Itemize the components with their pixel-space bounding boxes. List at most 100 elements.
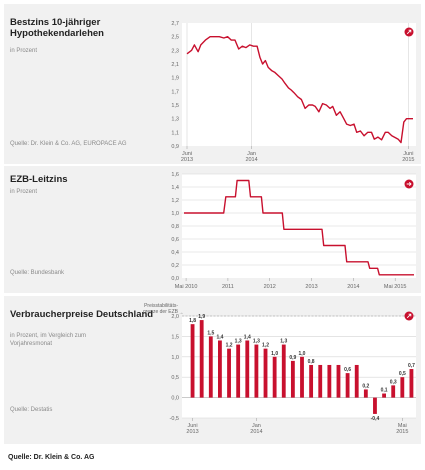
panel-consumer-prices: Verbraucherpreise Deutschland in Prozent… bbox=[4, 296, 421, 444]
panel-mortgage-rate: Bestzins 10-jähriger Hypothekendarlehen … bbox=[4, 4, 421, 164]
reference-arrow: → bbox=[179, 310, 184, 316]
x-tick-label: 2015 bbox=[402, 157, 414, 163]
x-tick-label: Mai 2015 bbox=[384, 284, 407, 290]
bar-value-label: 1,5 bbox=[207, 330, 214, 336]
y-tick-label: 1,1 bbox=[171, 130, 179, 136]
bar-value-label: 0,3 bbox=[390, 379, 397, 385]
bar bbox=[373, 397, 377, 414]
bar bbox=[199, 320, 204, 398]
footer-source: Quelle: Dr. Klein & Co. AG bbox=[8, 454, 95, 461]
y-tick-label: 2,1 bbox=[171, 62, 179, 68]
panel-source: Quelle: Bundesbank bbox=[10, 270, 65, 276]
x-tick-label: 2013 bbox=[186, 429, 198, 435]
panel-ecb-rate: EZB-Leitzins in Prozent Quelle: Bundesba… bbox=[4, 166, 421, 293]
panel-subtitle: in Prozent bbox=[10, 189, 38, 195]
y-tick-label: -0,5 bbox=[170, 416, 179, 422]
reference-label: grenze der EZB bbox=[143, 309, 179, 315]
arrow-diagonal-icon[interactable] bbox=[404, 27, 414, 37]
y-tick-label: 1,4 bbox=[171, 185, 179, 191]
x-tick-label: 2014 bbox=[245, 157, 257, 163]
y-tick-label: 0,4 bbox=[171, 250, 179, 256]
plot-area bbox=[182, 23, 416, 146]
panel-title: EZB-Leitzins bbox=[10, 174, 68, 185]
bar bbox=[409, 369, 414, 398]
panel-title: Bestzins 10-jähriger Hypothekendarlehen bbox=[10, 17, 104, 39]
y-tick-label: 0,8 bbox=[171, 224, 179, 230]
y-tick-label: 1,0 bbox=[171, 211, 179, 217]
y-tick-label: 2,7 bbox=[171, 21, 179, 27]
y-tick-label: 1,5 bbox=[171, 103, 179, 109]
bar-value-label: 0,5 bbox=[399, 371, 406, 377]
y-tick-label: 0,9 bbox=[171, 144, 179, 150]
bar-value-label: -0,4 bbox=[371, 416, 380, 422]
bar-value-label: 0,2 bbox=[362, 383, 369, 389]
bar bbox=[236, 344, 241, 398]
y-tick-label: 1,7 bbox=[171, 89, 179, 95]
bar bbox=[245, 340, 250, 398]
panel-subtitle: in Prozent, im Vergleich zum Vorjahresmo… bbox=[10, 333, 87, 347]
bar bbox=[208, 336, 213, 398]
reference-label: Preisstabilitäts- bbox=[144, 303, 178, 309]
bar-value-label: 1,4 bbox=[244, 334, 251, 340]
mortgage-rate-line bbox=[186, 36, 413, 144]
panel-title: Verbraucherpreise Deutschland bbox=[10, 309, 154, 320]
bar bbox=[354, 364, 359, 398]
x-tick-label: 2011 bbox=[222, 284, 234, 290]
panel-source: Quelle: Destatis bbox=[10, 407, 53, 413]
bar-value-label: 0,7 bbox=[408, 363, 415, 369]
x-tick-label: Mai bbox=[398, 423, 407, 429]
x-tick-label: Mai 2010 bbox=[175, 284, 198, 290]
y-tick-label: 2,5 bbox=[171, 35, 179, 41]
bar-value-label: 0,8 bbox=[308, 359, 315, 365]
bar bbox=[263, 348, 268, 398]
bar bbox=[363, 389, 368, 398]
x-tick-label: 2014 bbox=[250, 429, 262, 435]
y-tick-label: 0,2 bbox=[171, 263, 179, 269]
bar bbox=[218, 340, 222, 398]
bar bbox=[309, 364, 314, 398]
bar-value-label: 0,1 bbox=[381, 388, 388, 394]
x-tick-label: 2013 bbox=[305, 284, 317, 290]
bar-value-label: 1,3 bbox=[235, 339, 242, 345]
x-tick-label: 2015 bbox=[396, 429, 408, 435]
y-tick-label: 0,5 bbox=[171, 375, 179, 381]
bar bbox=[190, 324, 195, 398]
bar-value-label: 0,9 bbox=[289, 355, 296, 361]
consumer-prices-chart: -0,5 0,0 0,5 1,0 1,5 2,0 Preisstabilitäts-gren… bbox=[143, 303, 416, 435]
bar bbox=[318, 364, 323, 398]
y-tick-label: 1,2 bbox=[171, 198, 179, 204]
x-tick-label: Juni bbox=[182, 151, 192, 157]
y-tick-label: 1,9 bbox=[171, 76, 179, 82]
bar bbox=[382, 393, 386, 398]
bar-value-label: 1,3 bbox=[280, 339, 287, 345]
y-tick-label: 1,6 bbox=[171, 172, 179, 178]
bar bbox=[254, 344, 259, 398]
bar-value-label: 1,0 bbox=[271, 351, 278, 357]
x-tick-label: Juni bbox=[188, 423, 198, 429]
arrow-diagonal-icon[interactable] bbox=[404, 311, 414, 321]
y-tick-label: 0,0 bbox=[171, 396, 179, 402]
panel-source: Quelle: Dr. Klein & Co. AG, EUROPACE AG bbox=[10, 141, 127, 147]
bar bbox=[227, 348, 231, 398]
y-tick-label: 0,6 bbox=[171, 237, 179, 243]
plot-area bbox=[182, 316, 416, 418]
ecb-rate-chart: 0,0 0,2 0,4 0,6 0,8 1,0 1,2 1,4 1,6 Mai 2010 2011 2… bbox=[171, 172, 416, 290]
bar bbox=[345, 373, 350, 398]
x-tick-label: 2014 bbox=[347, 284, 359, 290]
y-tick-label: 2,0 bbox=[171, 314, 179, 320]
y-tick-label: 1,3 bbox=[171, 117, 179, 123]
bar-value-label: 1,2 bbox=[226, 343, 233, 349]
y-tick-label: 1,0 bbox=[171, 355, 179, 361]
bar bbox=[272, 356, 277, 398]
arrow-right-icon[interactable] bbox=[404, 179, 414, 189]
x-tick-label: 2013 bbox=[181, 157, 193, 163]
panel-subtitle: in Prozent bbox=[10, 48, 38, 54]
x-tick-label: 2012 bbox=[264, 284, 276, 290]
bar-value-label: 0,6 bbox=[344, 367, 351, 373]
bar bbox=[391, 385, 396, 398]
x-tick-label: Juni bbox=[403, 151, 413, 157]
bar bbox=[400, 377, 405, 398]
x-tick-label: Jan bbox=[252, 423, 261, 429]
y-tick-label: 0,0 bbox=[171, 276, 179, 282]
y-tick-label: 2,3 bbox=[171, 48, 179, 54]
